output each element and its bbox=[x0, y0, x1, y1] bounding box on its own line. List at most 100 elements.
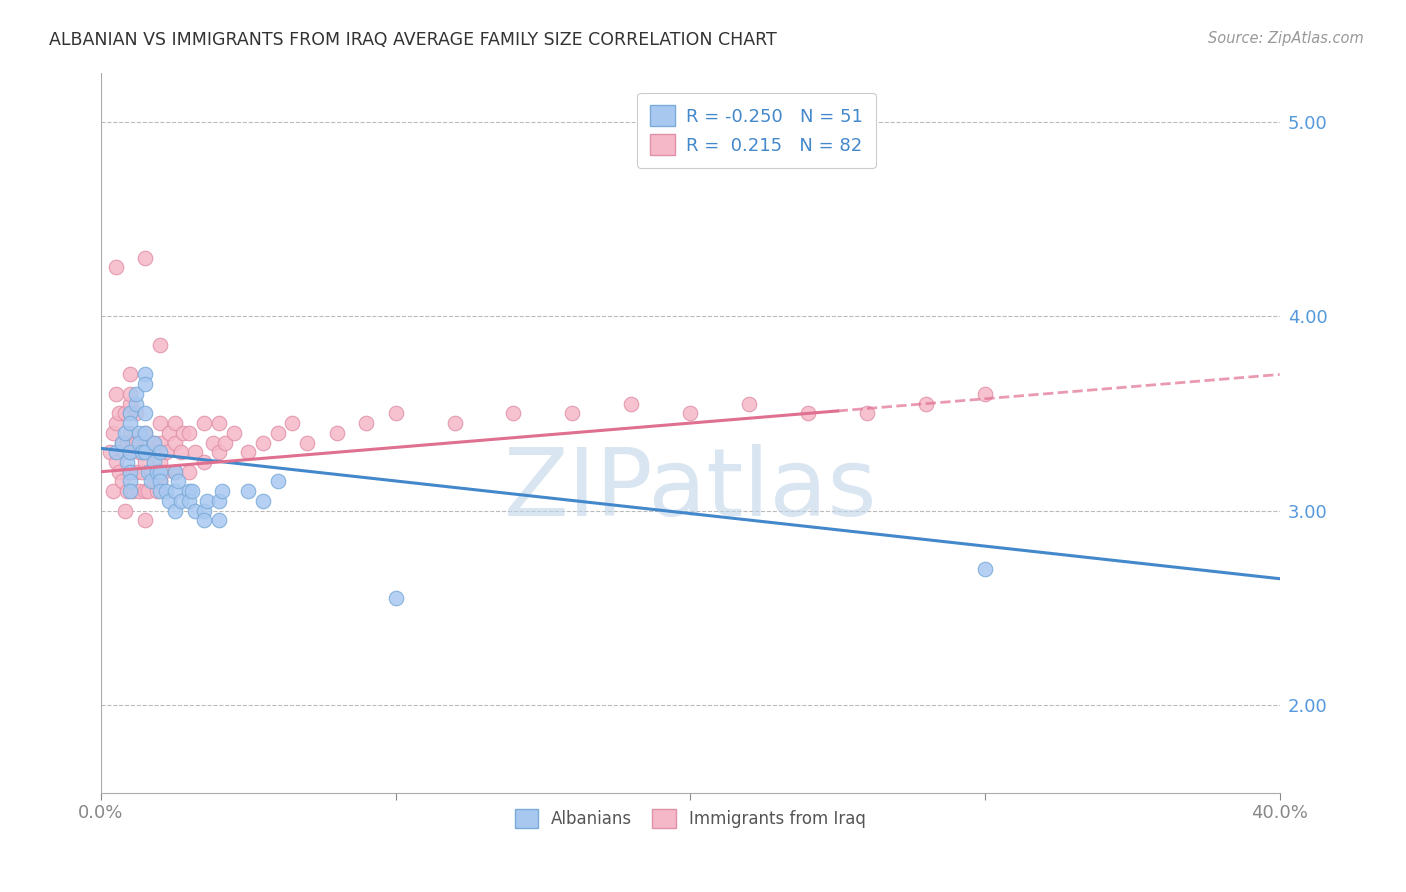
Point bbox=[139, 475, 162, 489]
Point bbox=[136, 445, 159, 459]
Point bbox=[163, 503, 186, 517]
Point bbox=[134, 484, 156, 499]
Point bbox=[797, 406, 820, 420]
Point bbox=[120, 368, 142, 382]
Point bbox=[143, 455, 166, 469]
Point bbox=[157, 494, 180, 508]
Point bbox=[114, 445, 136, 459]
Point bbox=[201, 435, 224, 450]
Point bbox=[620, 397, 643, 411]
Point bbox=[172, 425, 194, 440]
Point bbox=[169, 494, 191, 508]
Point bbox=[101, 484, 124, 499]
Point bbox=[117, 455, 139, 469]
Point bbox=[101, 425, 124, 440]
Point bbox=[134, 425, 156, 440]
Text: Source: ZipAtlas.com: Source: ZipAtlas.com bbox=[1208, 31, 1364, 46]
Point bbox=[107, 465, 129, 479]
Point bbox=[238, 484, 260, 499]
Point bbox=[110, 435, 132, 450]
Point bbox=[128, 425, 150, 440]
Point bbox=[143, 435, 166, 450]
Point bbox=[163, 416, 186, 430]
Point bbox=[561, 406, 583, 420]
Point bbox=[281, 416, 304, 430]
Point bbox=[195, 494, 218, 508]
Point bbox=[98, 445, 121, 459]
Point bbox=[117, 435, 139, 450]
Point bbox=[208, 445, 231, 459]
Point bbox=[120, 387, 142, 401]
Point bbox=[193, 416, 215, 430]
Point bbox=[114, 406, 136, 420]
Point bbox=[179, 484, 201, 499]
Point bbox=[146, 484, 169, 499]
Point bbox=[149, 475, 172, 489]
Point bbox=[149, 338, 172, 352]
Point bbox=[146, 465, 169, 479]
Point bbox=[120, 445, 142, 459]
Point bbox=[238, 445, 260, 459]
Point bbox=[149, 455, 172, 469]
Point bbox=[738, 397, 761, 411]
Point bbox=[134, 455, 156, 469]
Point bbox=[120, 406, 142, 420]
Point bbox=[193, 513, 215, 527]
Point bbox=[184, 503, 207, 517]
Point bbox=[384, 591, 406, 606]
Point bbox=[214, 435, 236, 450]
Point bbox=[443, 416, 465, 430]
Point bbox=[136, 465, 159, 479]
Point bbox=[120, 397, 142, 411]
Point bbox=[117, 484, 139, 499]
Point bbox=[125, 387, 148, 401]
Point bbox=[134, 406, 156, 420]
Point bbox=[104, 260, 127, 275]
Point bbox=[139, 465, 162, 479]
Point bbox=[179, 425, 201, 440]
Point bbox=[104, 445, 127, 459]
Point bbox=[110, 435, 132, 450]
Text: ZIPatlas: ZIPatlas bbox=[503, 444, 877, 536]
Point bbox=[128, 484, 150, 499]
Point bbox=[122, 484, 145, 499]
Point bbox=[181, 484, 204, 499]
Point bbox=[354, 416, 377, 430]
Point bbox=[149, 475, 172, 489]
Point bbox=[120, 406, 142, 420]
Point bbox=[149, 445, 172, 459]
Point bbox=[974, 562, 997, 576]
Point bbox=[128, 435, 150, 450]
Point bbox=[149, 484, 172, 499]
Point bbox=[104, 416, 127, 430]
Point bbox=[125, 435, 148, 450]
Point bbox=[134, 368, 156, 382]
Point bbox=[128, 445, 150, 459]
Point bbox=[502, 406, 524, 420]
Point bbox=[163, 484, 186, 499]
Point bbox=[134, 377, 156, 392]
Point bbox=[114, 503, 136, 517]
Point bbox=[120, 484, 142, 499]
Point bbox=[974, 387, 997, 401]
Point bbox=[149, 435, 172, 450]
Point bbox=[122, 435, 145, 450]
Legend: Albanians, Immigrants from Iraq: Albanians, Immigrants from Iraq bbox=[508, 802, 873, 835]
Point bbox=[125, 406, 148, 420]
Point bbox=[134, 251, 156, 265]
Point bbox=[155, 484, 177, 499]
Point bbox=[679, 406, 702, 420]
Point bbox=[208, 494, 231, 508]
Point bbox=[125, 465, 148, 479]
Point bbox=[169, 445, 191, 459]
Point bbox=[252, 435, 274, 450]
Text: ALBANIAN VS IMMIGRANTS FROM IRAQ AVERAGE FAMILY SIZE CORRELATION CHART: ALBANIAN VS IMMIGRANTS FROM IRAQ AVERAGE… bbox=[49, 31, 778, 49]
Point bbox=[155, 445, 177, 459]
Point bbox=[163, 435, 186, 450]
Point bbox=[136, 484, 159, 499]
Point bbox=[149, 416, 172, 430]
Point bbox=[384, 406, 406, 420]
Point bbox=[179, 465, 201, 479]
Point bbox=[166, 475, 188, 489]
Point bbox=[157, 425, 180, 440]
